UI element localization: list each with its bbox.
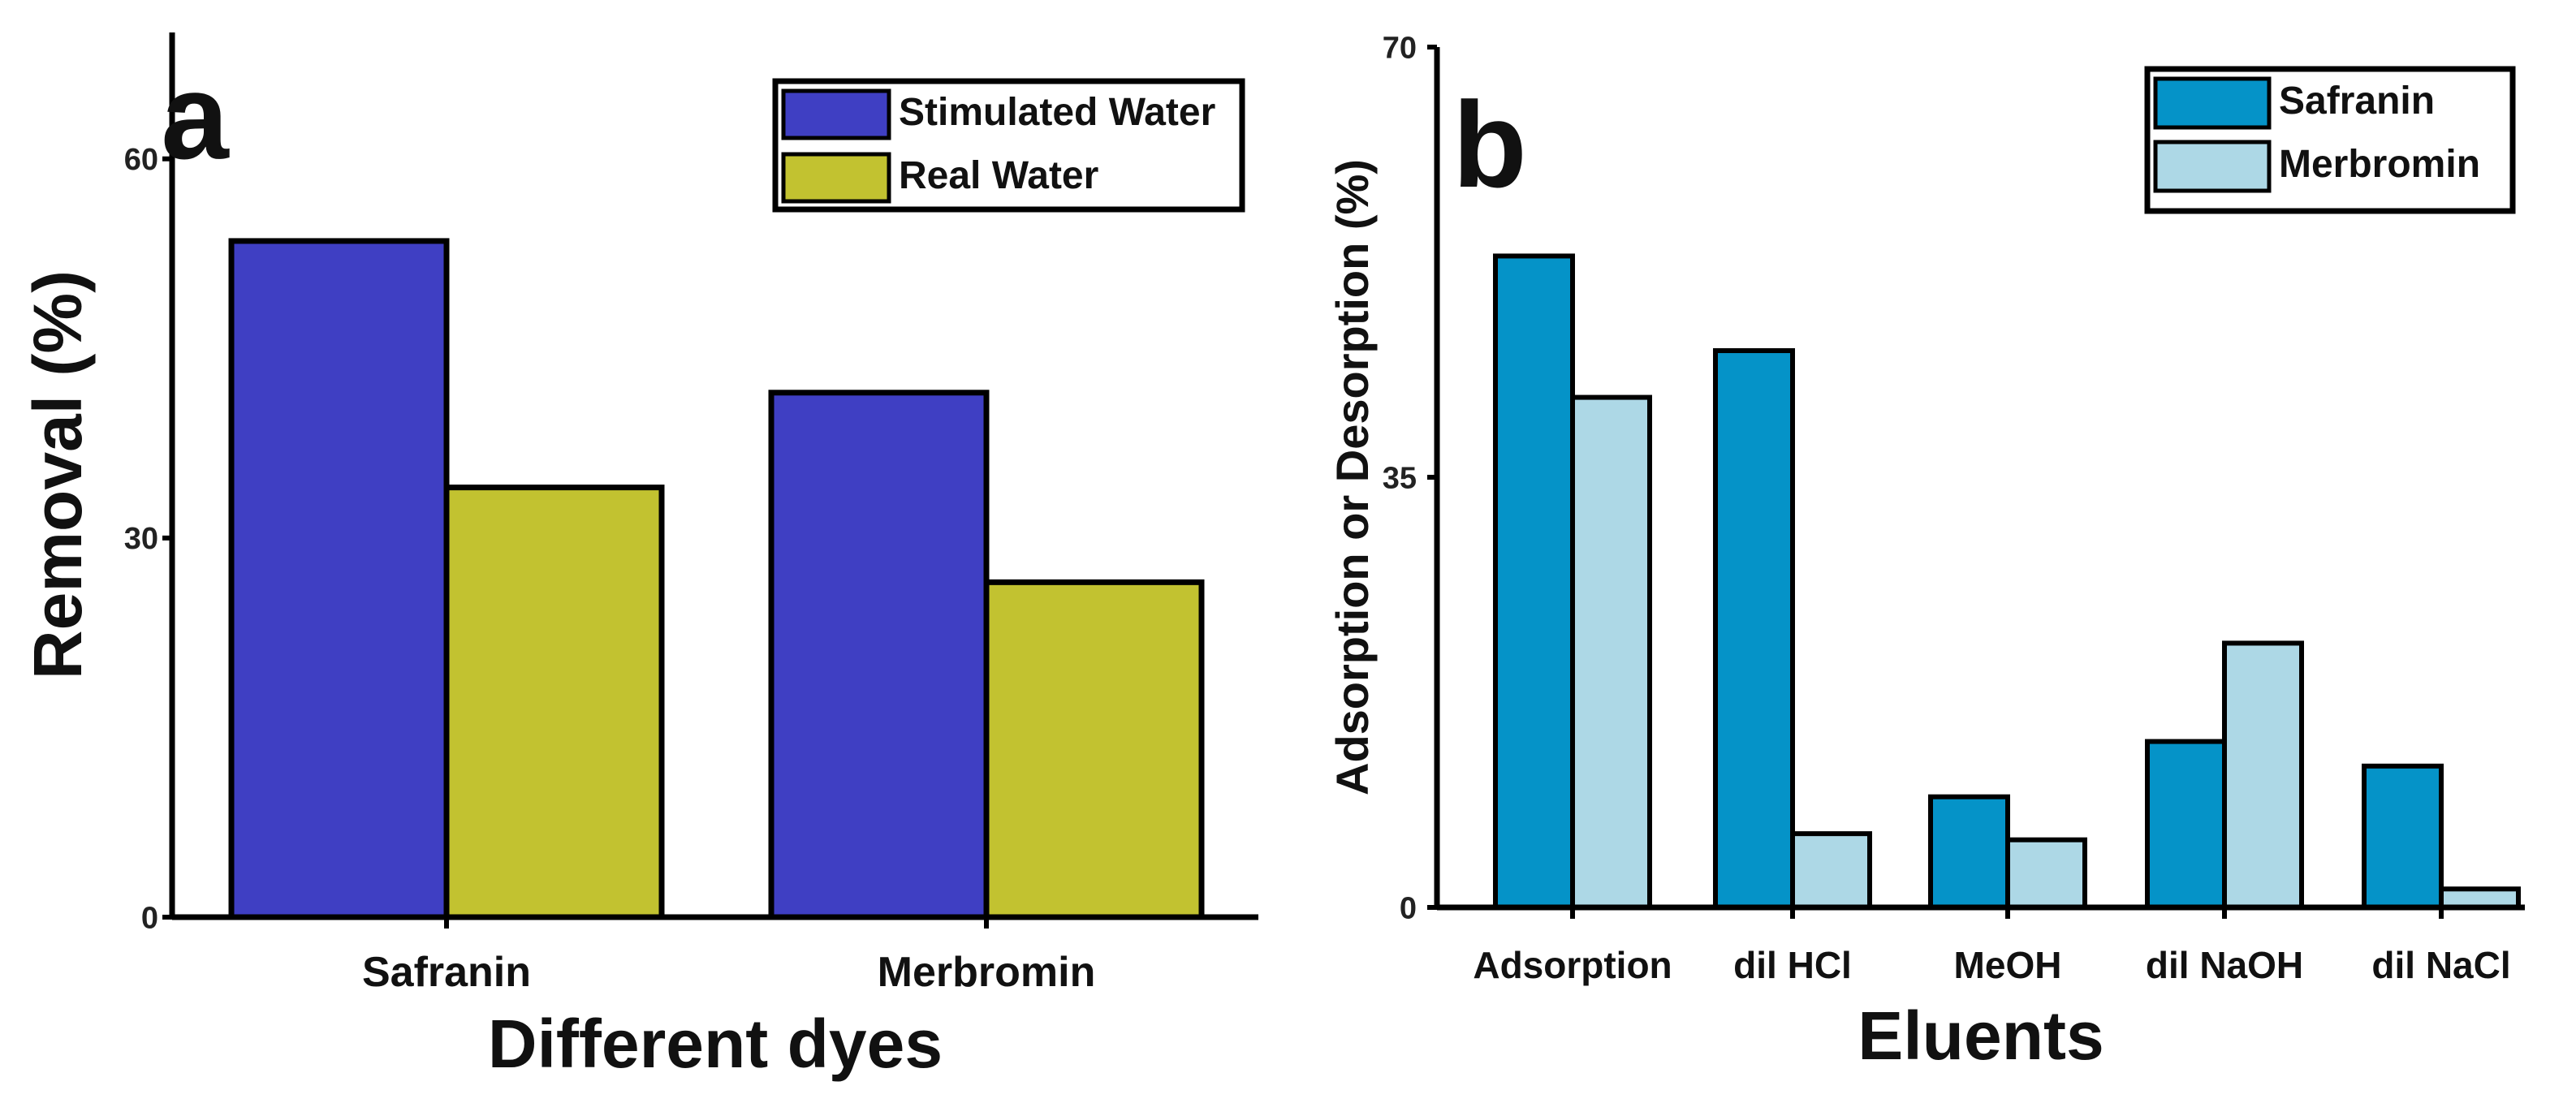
legend-swatch	[2153, 76, 2272, 130]
bar-merbromin-real-water	[983, 579, 1205, 920]
legend-swatch	[781, 88, 891, 140]
y-axis-title: Removal (%)	[19, 270, 96, 679]
x-tick-label: dil NaCl	[2371, 944, 2510, 986]
legend-label: Safranin	[2279, 80, 2435, 123]
y-axis-title: Adsorption or Desorption (%)	[1327, 159, 1378, 795]
y-tick-label: 0	[141, 901, 158, 935]
x-axis-title: Eluents	[1858, 998, 2104, 1074]
y-tick-label: 35	[1383, 461, 1417, 495]
y-tick-label: 60	[124, 143, 158, 177]
bar-dil-naoh-safranin	[2145, 739, 2227, 910]
legend-swatch	[781, 152, 891, 204]
x-tick-label: MeOH	[1954, 944, 2062, 986]
bar-dil-naoh-merbromin	[2222, 640, 2304, 911]
y-tick-label: 70	[1383, 31, 1417, 65]
bar-adsorption-merbromin	[1570, 394, 1652, 911]
bar-meoh-safranin	[1928, 794, 2010, 911]
x-axis-title: Different dyes	[488, 1006, 943, 1082]
x-tick-label: Merbromin	[878, 949, 1096, 996]
y-tick-label: 30	[124, 522, 158, 556]
panel-label: a	[161, 48, 230, 184]
bar-merbromin-stimulated-water	[768, 390, 990, 920]
legend-swatch	[2153, 140, 2272, 193]
bar-dil-hcl-merbromin	[1790, 831, 1872, 910]
bar-safranin-stimulated-water	[228, 238, 450, 920]
x-tick-label: dil NaOH	[2146, 944, 2303, 986]
y-tick-label: 0	[1400, 891, 1417, 925]
legend-label: Stimulated Water	[899, 91, 1215, 134]
bar-dil-nacl-safranin	[2362, 763, 2444, 910]
panel-label: b	[1452, 76, 1527, 213]
x-tick-label: dil HCl	[1733, 944, 1852, 986]
bar-safranin-real-water	[443, 485, 665, 920]
legend-label: Merbromin	[2279, 143, 2480, 186]
bar-dil-hcl-safranin	[1713, 348, 1795, 910]
bar-adsorption-safranin	[1493, 253, 1575, 910]
legend-label: Real Water	[899, 154, 1098, 197]
x-tick-label: Adsorption	[1473, 944, 1672, 986]
panel-b-bar-chart: 0 35 70 Adsorption dil HCl MeOH dil NaOH dil Na…	[1327, 31, 2525, 1074]
bar-meoh-merbromin	[2005, 837, 2087, 910]
x-tick-label: Safranin	[362, 949, 531, 996]
panel-a-bar-chart: 0 30 60 Safranin Merbromin Different dyes Remo…	[19, 32, 1258, 1082]
